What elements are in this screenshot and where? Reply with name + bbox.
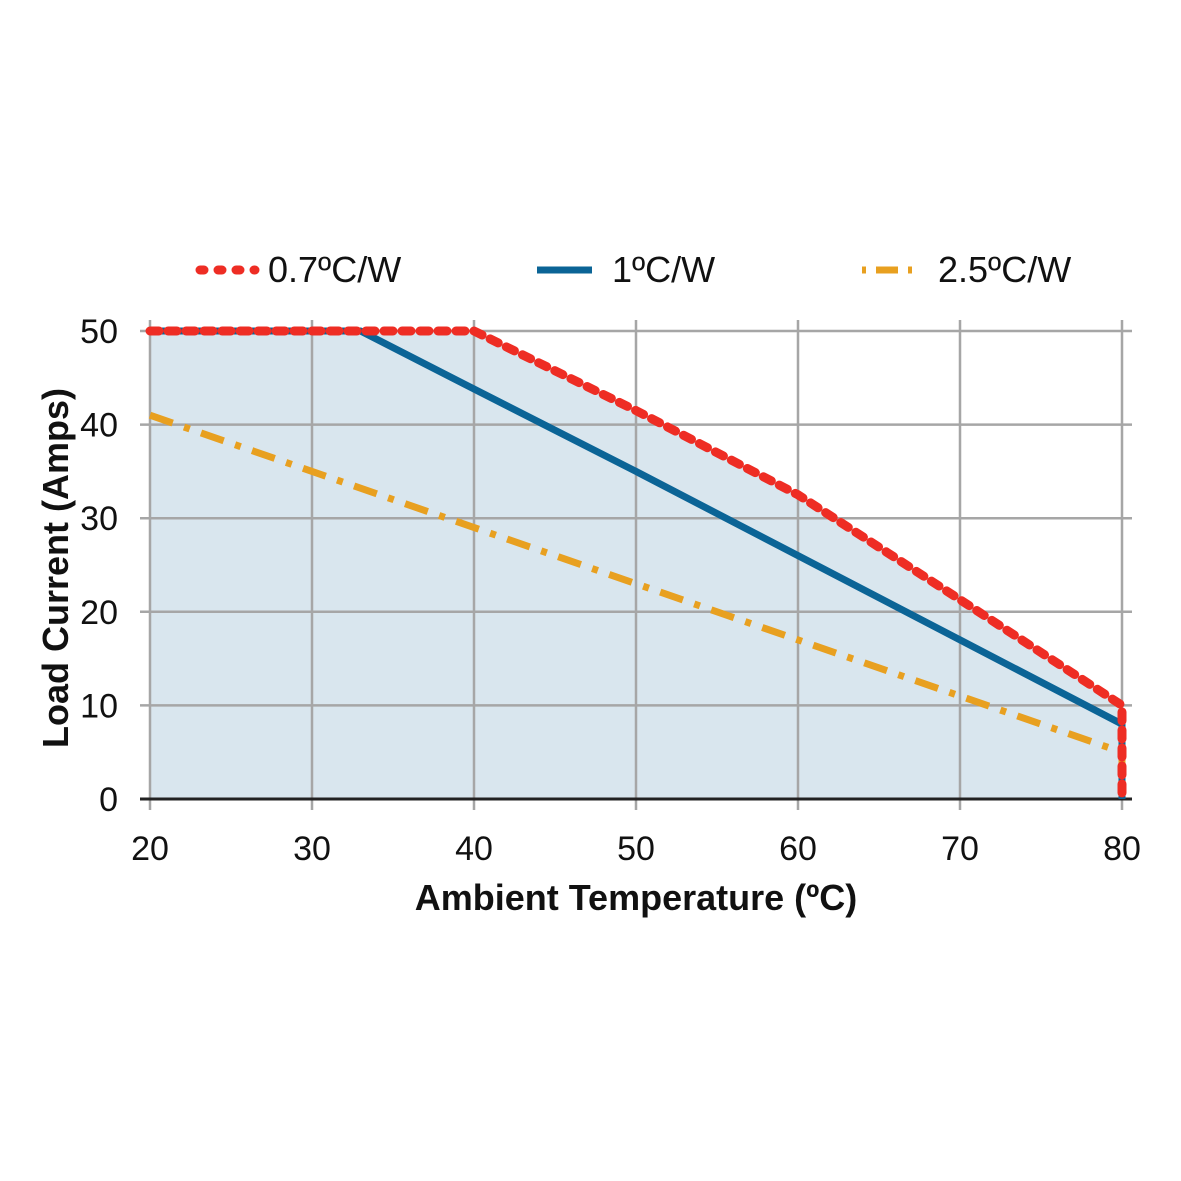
x-tick-label: 80: [1103, 830, 1141, 868]
x-tick-label: 30: [293, 830, 331, 868]
x-tick-label: 20: [131, 830, 169, 868]
y-tick-label: 10: [80, 687, 118, 725]
y-axis-label: Load Current (Amps): [35, 388, 76, 748]
series-line-2: [150, 327, 1126, 799]
legend-label: 2.5ºC/W: [938, 249, 1071, 290]
series-line-1: [145, 326, 1127, 804]
y-tick-label: 20: [80, 594, 118, 632]
x-tick-label: 50: [617, 830, 655, 868]
x-tick-label: 40: [455, 830, 493, 868]
series-group: [145, 326, 1127, 804]
y-tick-label: 0: [99, 781, 118, 819]
legend-label: 0.7ºC/W: [268, 249, 401, 290]
x-axis-label: Ambient Temperature (ºC): [415, 877, 858, 918]
legend-label: 1ºC/W: [612, 249, 715, 290]
y-tick-label: 50: [80, 313, 118, 351]
legend: 0.7ºC/W 1ºC/W 2.5ºC/W: [195, 249, 1071, 290]
x-tick-label: 60: [779, 830, 817, 868]
y-tick-label: 30: [80, 500, 118, 538]
x-tick-label: 70: [941, 830, 979, 868]
tick-labels: 20 30 40 50 60 70 80 0 10 20 30 40 50: [80, 313, 1141, 868]
y-tick-label: 40: [80, 407, 118, 445]
